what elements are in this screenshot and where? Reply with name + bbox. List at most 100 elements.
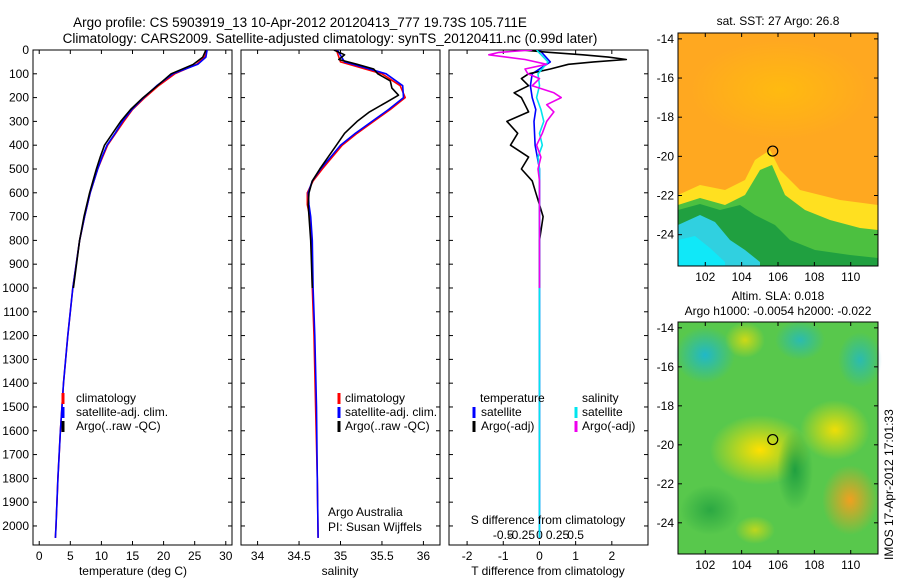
y-tick-label: 200 [9, 91, 29, 105]
difference-x-axis: -2 -1 0 1 2-0.5-0.25 0 0.250.5 [462, 50, 615, 563]
x-tick-label: 20 [157, 549, 171, 563]
y-tick-label: 300 [9, 114, 29, 128]
map-x-tick-label: 106 [768, 558, 788, 572]
x-tick-label: -2 [462, 549, 473, 563]
map-y-tick-label: -14 [657, 321, 675, 335]
y-tick-label: 1300 [2, 352, 29, 366]
x-tick-label: -1 [498, 549, 509, 563]
salinity-diff-legend: salinity satellite Argo(-adj) [574, 391, 635, 433]
temperature-xlabel: temperature (deg C) [79, 564, 187, 578]
series-climatology [54, 50, 208, 538]
map-y-tick-label: -20 [657, 438, 675, 452]
legend-climatology: climatology [76, 391, 136, 405]
sst-map-panel: sat. SST: 27 Argo: 26.8 102 104 106 108 110 -… [657, 14, 879, 284]
x-tick-label: 5 [67, 549, 74, 563]
sla-blue-patch-1 [675, 327, 735, 383]
difference-axes-frame [448, 49, 649, 546]
x-tick-label: 36 [417, 549, 431, 563]
y-tick-label: 1500 [2, 400, 29, 414]
map-x-tick-label: 108 [804, 558, 824, 572]
salinity-y-ticks [241, 49, 440, 527]
temperature-panel: 0100200300400500600700800900100011001200… [2, 43, 232, 578]
salinity-xlabel: salinity [322, 564, 359, 578]
map-y-tick-label: -24 [657, 228, 675, 242]
map-x-tick-label: 102 [695, 270, 715, 284]
y-tick-label: 2000 [2, 519, 29, 533]
x-top-tick-label: 0.25 [546, 528, 570, 542]
x-tick-label: 25 [188, 549, 202, 563]
salinity-panel: 34 34.5 35 35.5 36 salinity climatology sate… [240, 49, 441, 578]
title-line-2: Climatology: CARS2009. Satellite-adjuste… [63, 31, 598, 46]
series-temperature-satellite [529, 50, 552, 538]
y-tick-label: 100 [9, 67, 29, 81]
series-argo-raw-qc- [72, 50, 207, 289]
difference-y-ticks [449, 49, 648, 527]
sla-heatmap [675, 320, 882, 554]
y-tick-label: 0 [22, 43, 29, 57]
sst-coldest-patch [678, 236, 725, 266]
sst-warm-patch [690, 40, 870, 140]
y-tick-label: 1700 [2, 448, 29, 462]
x-tick-label: 15 [126, 549, 140, 563]
sla-blue-patch-2 [775, 320, 825, 360]
legend-climatology: climatology [345, 391, 405, 405]
sla-map-subtitle: Argo h1000: -0.0054 h2000: -0.022 [685, 304, 872, 318]
sla-orange-patch [822, 465, 878, 535]
annotation-pi: PI: Susan Wijffels [328, 520, 422, 534]
legend-temperature-title: temperature [480, 391, 545, 405]
temperature-diff-legend: temperature satellite Argo(-adj) [472, 391, 545, 433]
map-y-tick-label: -18 [657, 110, 675, 124]
y-tick-label: 400 [9, 138, 29, 152]
y-tick-label: 500 [9, 162, 29, 176]
map-y-tick-label: -18 [657, 399, 675, 413]
map-x-tick-label: 110 [841, 270, 860, 284]
x-tick-label: 35.5 [370, 549, 394, 563]
legend-satellite: satellite-adj. clim. [345, 405, 437, 419]
series-argo-raw-qc- [307, 50, 400, 289]
salinity-legend: climatology satellite-adj. clim. Argo(..… [337, 391, 437, 433]
x-tick-label: 35 [334, 549, 348, 563]
map-y-tick-label: -24 [657, 516, 675, 530]
sst-map-title: sat. SST: 27 Argo: 26.8 [717, 14, 840, 28]
y-tick-label: 1400 [2, 376, 29, 390]
y-tick-label: 1200 [2, 329, 29, 343]
series-salinity-argo-adj- [487, 50, 563, 288]
difference-panel: -2 -1 0 1 2-0.5-0.25 0 0.250.5 T difference fr… [448, 49, 649, 578]
map-y-tick-label: -22 [657, 477, 675, 491]
annotation-argo-australia: Argo Australia [328, 505, 403, 519]
depth-axis: 0 100 200 300 400 500 600 700 800 900 1000 1100 1200… [2, 43, 232, 533]
map-y-tick-label: -14 [657, 32, 675, 46]
sla-map-axes: 102 104 106 108 110 -14 -16 -18 -20 -22 -24 [657, 321, 878, 572]
series-temperature-argo-adj- [506, 50, 628, 288]
y-tick-label: 700 [9, 210, 29, 224]
map-y-tick-label: -16 [657, 360, 675, 374]
temperature-axes-frame [32, 49, 233, 546]
map-y-tick-label: -16 [657, 71, 675, 85]
legend-s-satellite: satellite [582, 405, 623, 419]
map-x-tick-label: 104 [732, 558, 752, 572]
x-tick-label: 0 [536, 549, 543, 563]
sla-yellow-patch-3 [800, 400, 870, 460]
x-tick-label: 0 [36, 549, 43, 563]
legend-t-satellite: satellite [481, 405, 522, 419]
y-tick-label: 600 [9, 186, 29, 200]
sla-yellow-patch-4 [735, 516, 775, 544]
x-tick-label: 34.5 [287, 549, 311, 563]
difference-series [487, 50, 628, 538]
y-tick-label: 1800 [2, 471, 29, 485]
y-tick-label: 1600 [2, 424, 29, 438]
temperature-x-axis: 0 5 10 15 20 25 30 [36, 50, 233, 563]
sla-blue-patch-3 [838, 332, 882, 388]
x-tick-label: 10 [95, 549, 109, 563]
title-line-1: Argo profile: CS 5903919_13 10-Apr-2012 … [73, 15, 527, 30]
y-tick-label: 900 [9, 257, 29, 271]
salinity-series [306, 50, 407, 538]
map-x-tick-label: 106 [768, 270, 788, 284]
sla-green-filament [777, 430, 813, 510]
map-x-tick-label: 102 [695, 558, 715, 572]
x-tick-label: 30 [219, 549, 233, 563]
map-x-tick-label: 108 [804, 270, 824, 284]
sla-green-patch [680, 485, 740, 535]
legend-satellite: satellite-adj. clim. [76, 405, 168, 419]
